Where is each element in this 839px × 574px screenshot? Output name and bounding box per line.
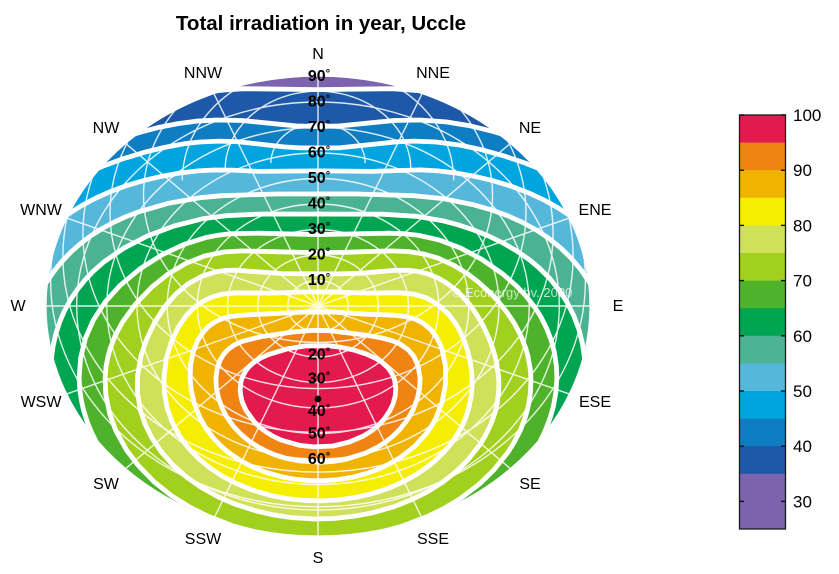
svg-text:WSW: WSW <box>21 394 63 411</box>
svg-text:30°: 30° <box>308 221 330 238</box>
svg-text:WNW: WNW <box>20 202 63 219</box>
svg-text:© Econergy bv. 2000: © Econergy bv. 2000 <box>452 285 573 300</box>
svg-text:80°: 80° <box>308 94 330 111</box>
svg-text:60°: 60° <box>308 451 330 468</box>
svg-text:NNW: NNW <box>184 65 223 82</box>
svg-text:NNE: NNE <box>416 65 450 82</box>
svg-text:10°: 10° <box>308 272 330 289</box>
svg-text:50°: 50° <box>308 170 330 187</box>
svg-text:N: N <box>312 46 324 63</box>
svg-text:60: 60 <box>793 327 812 346</box>
svg-text:20°: 20° <box>308 347 330 364</box>
svg-text:W: W <box>10 298 26 315</box>
svg-text:30: 30 <box>793 492 812 511</box>
svg-text:70: 70 <box>793 272 812 291</box>
svg-text:NE: NE <box>519 120 541 137</box>
svg-text:30°: 30° <box>308 371 330 388</box>
svg-text:S: S <box>313 550 324 567</box>
svg-text:ESE: ESE <box>579 394 611 411</box>
svg-text:40°: 40° <box>308 196 330 213</box>
svg-text:40°: 40° <box>308 403 330 420</box>
svg-text:E: E <box>613 298 624 315</box>
svg-text:90°: 90° <box>308 68 330 85</box>
svg-text:80: 80 <box>793 216 812 235</box>
svg-text:100: 100 <box>793 106 821 125</box>
svg-text:SW: SW <box>93 476 120 493</box>
svg-text:SE: SE <box>519 476 540 493</box>
svg-text:SSE: SSE <box>417 531 449 548</box>
svg-text:90: 90 <box>793 161 812 180</box>
svg-text:ENE: ENE <box>579 202 612 219</box>
svg-text:NW: NW <box>93 120 121 137</box>
svg-text:Total irradiation in year, Ucc: Total irradiation in year, Uccle <box>176 12 466 35</box>
svg-text:70°: 70° <box>308 119 330 136</box>
svg-text:SSW: SSW <box>185 531 222 548</box>
svg-text:20°: 20° <box>308 247 330 264</box>
svg-text:60°: 60° <box>308 145 330 162</box>
svg-text:50°: 50° <box>308 426 330 443</box>
svg-text:50: 50 <box>793 382 812 401</box>
svg-text:40: 40 <box>793 437 812 456</box>
